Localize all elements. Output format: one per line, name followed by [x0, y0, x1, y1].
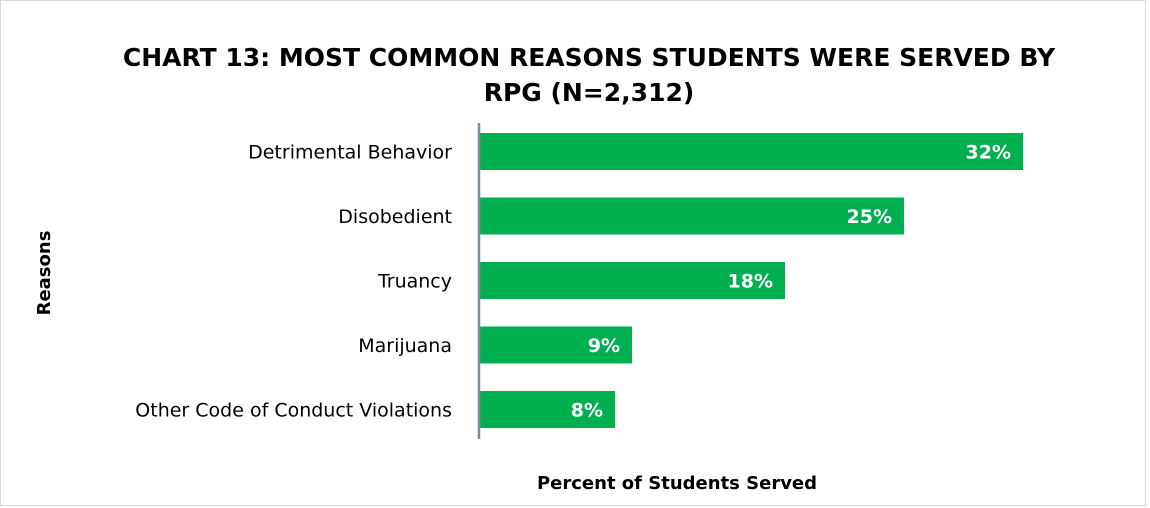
bar-disobedient — [479, 197, 904, 235]
bar-marijuana — [479, 326, 632, 364]
x-axis-title: Percent of Students Served — [537, 473, 817, 494]
bar-detrimental-behavior — [479, 133, 1023, 170]
bar-truancy — [479, 262, 785, 299]
category-label: Truancy — [377, 271, 452, 293]
y-axis-title: Reasons — [34, 231, 55, 316]
category-label: Detrimental Behavior — [248, 142, 452, 164]
category-label: Other Code of Conduct Violations — [135, 400, 452, 422]
category-label: Disobedient — [338, 206, 452, 228]
chart-title-line-2: RPG (N=2,312) — [484, 78, 695, 107]
data-label: 25% — [847, 206, 892, 228]
chart-title-line-1: CHART 13: MOST COMMON REASONS STUDENTS W… — [123, 43, 1056, 72]
data-label: 32% — [966, 142, 1011, 164]
data-label: 9% — [588, 335, 620, 357]
data-label: 18% — [728, 271, 773, 293]
data-label: 8% — [571, 400, 603, 422]
category-label: Marijuana — [358, 335, 452, 357]
bars-group: 32% 25% 18% 9% 8% — [479, 133, 1023, 428]
bar-other-code-of-conduct-violations — [479, 391, 615, 428]
category-labels-group: Detrimental Behavior Disobedient Truancy Ma… — [135, 142, 452, 422]
